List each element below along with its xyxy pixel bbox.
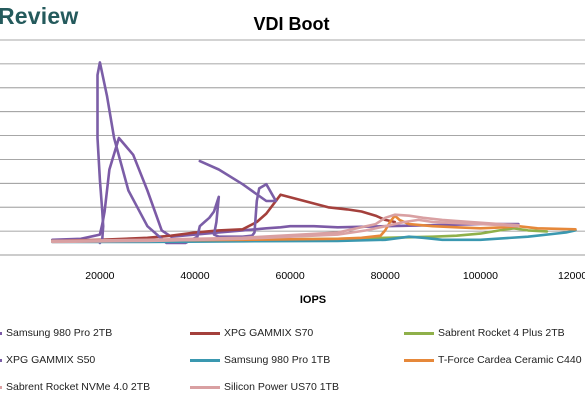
x-tick-label: 100000: [463, 270, 498, 282]
legend-label: Samsung 980 Pro 2TB: [6, 327, 113, 339]
legend-label: Sabrent Rocket NVMe 4.0 2TB: [6, 381, 151, 393]
legend-item: Samsung 980 Pro 1TB: [190, 351, 330, 369]
x-tick-label: 80000: [371, 270, 400, 282]
x-axis-label: IOPS: [300, 294, 326, 306]
series-lines: [50, 61, 577, 245]
legend-label: XPG GAMMIX S50: [6, 354, 96, 366]
legend-item: Sabrent Rocket 4 Plus 2TB: [404, 324, 565, 342]
series-line-4: [96, 61, 278, 245]
legend-swatch: [190, 331, 220, 335]
series-line-8: [50, 213, 520, 243]
series-line-6: [50, 214, 577, 243]
legend-swatch: [190, 385, 220, 389]
legend-swatch: [0, 385, 2, 389]
legend-label: Samsung 980 Pro 1TB: [224, 354, 331, 366]
legend-label: T-Force Cardea Ceramic C440: [438, 354, 582, 366]
line-chart: 20000 40000 60000 80000 100000 120000 IOPS: [0, 39, 585, 306]
x-tick-label: 40000: [180, 270, 209, 282]
legend-swatch: [404, 358, 434, 362]
legend-item: Samsung 980 Pro 2TB: [0, 324, 112, 342]
legend-swatch: [0, 358, 2, 362]
series-line-5: [50, 229, 577, 244]
legend-label: XPG GAMMIX S70: [224, 327, 314, 339]
legend-swatch: [404, 331, 434, 335]
x-tick-labels: 20000 40000 60000 80000 100000 120000: [85, 270, 585, 282]
legend-swatch: [190, 358, 220, 362]
site-logo: Review: [0, 3, 79, 29]
legend-item: Silicon Power US70 1TB: [190, 378, 339, 396]
legend-item: T-Force Cardea Ceramic C440: [404, 351, 582, 369]
chart-legend: Samsung 980 Pro 2TB XPG GAMMIX S70 Sabrent…: [0, 320, 585, 401]
legend-item: XPG GAMMIX S70: [190, 324, 313, 342]
chart-title: VDI Boot: [253, 14, 330, 34]
legend-label: Silicon Power US70 1TB: [224, 381, 339, 393]
x-tick-label: 60000: [275, 270, 304, 282]
chart-title-wrap: VDI Boot: [0, 14, 585, 35]
legend-item: XPG GAMMIX S50: [0, 351, 95, 369]
legend-label: Sabrent Rocket 4 Plus 2TB: [438, 327, 565, 339]
series-line-2: [50, 193, 397, 243]
x-tick-label: 20000: [85, 270, 114, 282]
series-line-1: [50, 136, 520, 242]
x-tick-label: 120000: [558, 270, 585, 282]
legend-item: Sabrent Rocket NVMe 4.0 2TB: [0, 378, 150, 396]
legend-swatch: [0, 331, 2, 335]
